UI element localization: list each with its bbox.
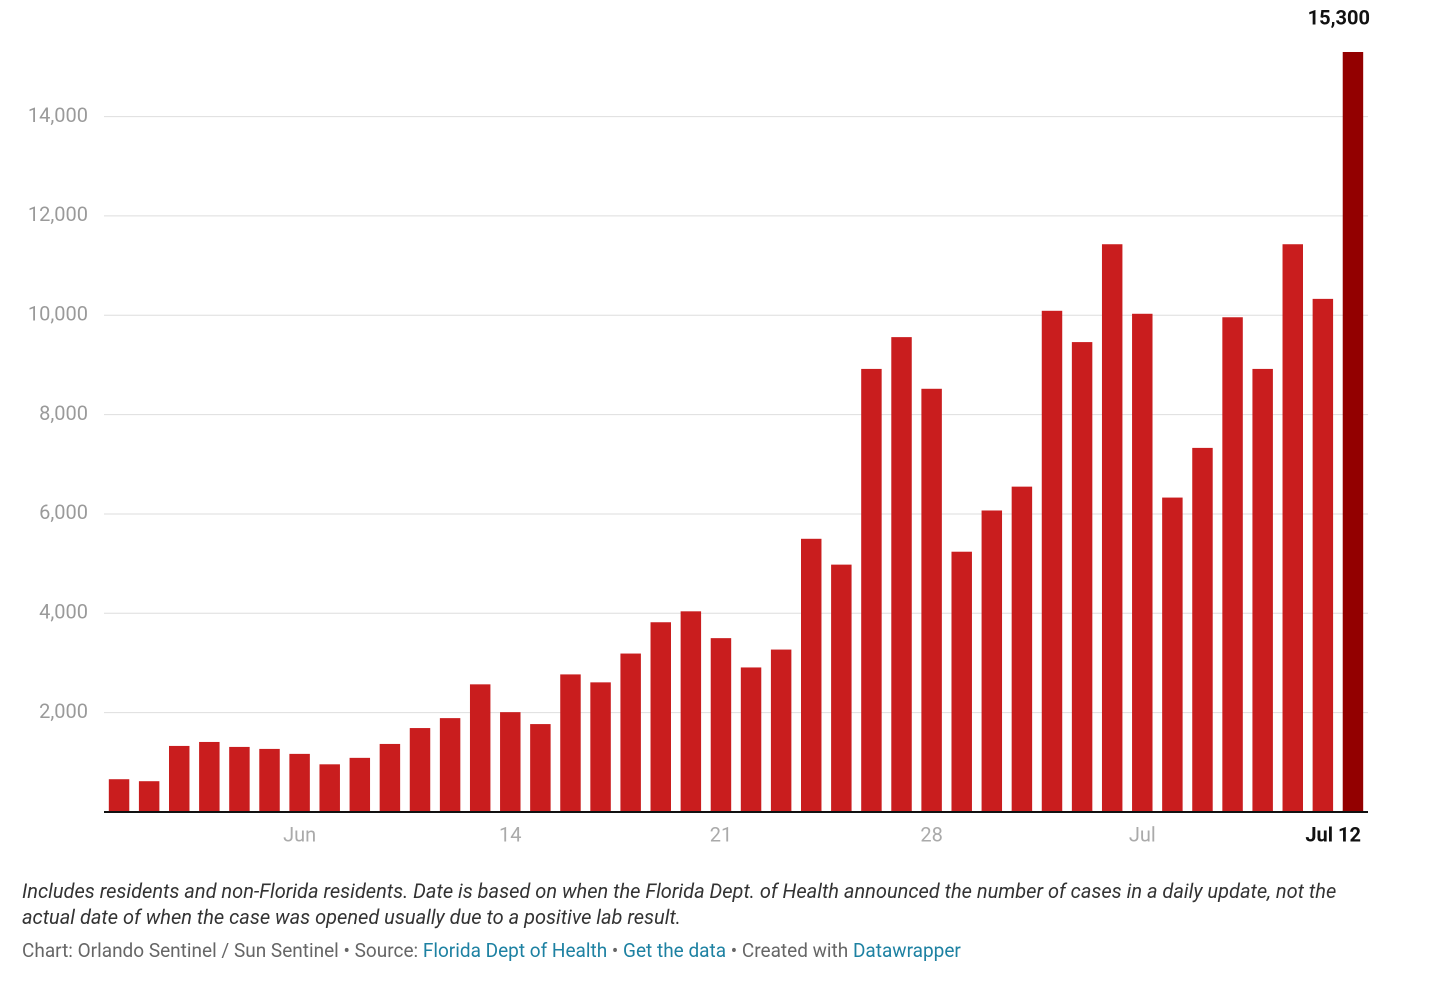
bar [981,510,1003,812]
source-link[interactable]: Florida Dept of Health [422,939,608,962]
bar [680,611,702,812]
x-tick-label: 28 [920,822,942,846]
bar [530,724,551,812]
x-tick-label: 21 [710,822,732,846]
y-tick-label: 6,000 [39,500,88,524]
bar [138,781,160,812]
bar [349,757,371,812]
y-tick-label: 8,000 [39,401,88,425]
bar [1192,447,1213,812]
bar [1252,368,1273,812]
bar [1162,497,1183,812]
bar [379,743,401,812]
bar [1312,298,1334,812]
bar [921,388,942,812]
bar [1011,486,1033,812]
value-label: 15,300 [1308,5,1370,29]
bar [1222,317,1243,812]
bar [439,718,461,812]
source-label: Source: [354,939,419,962]
created-label: Created with [741,939,849,962]
bar [891,337,912,812]
bar [831,564,852,812]
bar [409,728,431,812]
y-tick-label: 2,000 [39,699,88,723]
notes: Includes residents and non-Florida resid… [22,879,1337,929]
bar [620,653,641,812]
bar [199,741,220,812]
bar [319,764,340,812]
bar [740,667,762,812]
x-tick-label: Jun [283,822,316,846]
bar [650,622,671,812]
bar [1041,310,1063,812]
y-tick-label: 14,000 [28,103,88,127]
bar [1101,244,1123,812]
bar [861,368,882,812]
bar [710,638,732,812]
datawrapper-link[interactable]: Datawrapper [852,939,961,962]
bar [560,674,581,812]
credit: Chart: Orlando Sentinel / Sun Sentinel [22,939,339,962]
x-tick-label: 14 [499,822,521,846]
bar [770,649,792,812]
x-tick-label: Jul [1129,822,1156,846]
bar [169,745,190,812]
bar [108,779,130,812]
bar [951,551,972,812]
bar [1132,313,1153,812]
bar [590,682,611,812]
bar [1282,244,1303,812]
bar [500,712,521,812]
bar [229,746,250,812]
y-tick-label: 4,000 [39,600,88,624]
footer: Chart: Orlando Sentinel / Sun Sentinel •… [22,939,961,962]
y-tick-label: 10,000 [28,302,88,326]
data-link[interactable]: Get the data [623,939,727,962]
bar [469,684,491,812]
y-tick-label: 12,000 [28,202,88,226]
chart: 2,000 4,000 6,000 8,000 10,000 12,000 14,000 Ju… [28,5,1370,846]
bar [259,748,280,812]
x-tick-label: Jul 12 [1305,822,1361,846]
bar [1342,52,1364,812]
bar [289,753,310,812]
bar [801,538,822,812]
bar [1071,342,1093,812]
